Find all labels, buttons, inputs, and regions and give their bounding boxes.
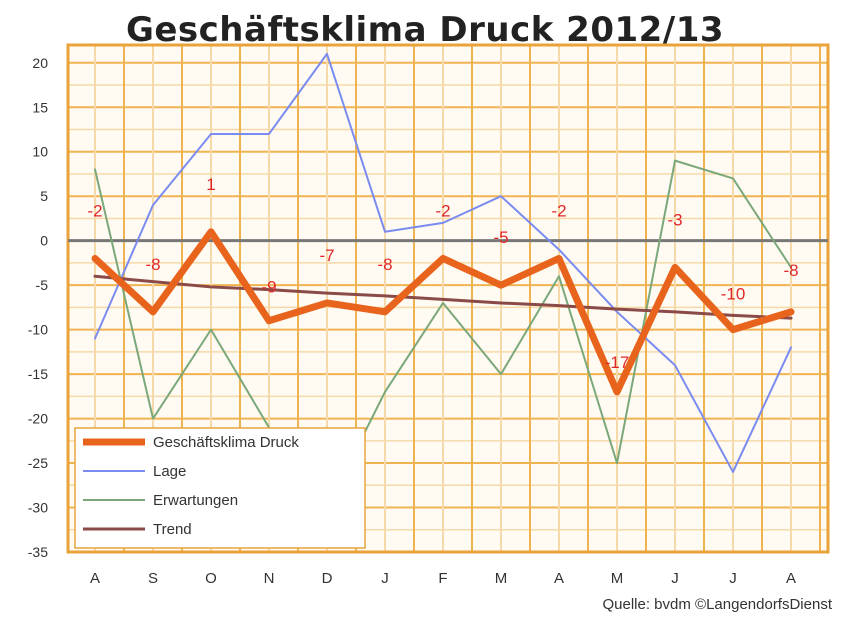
y-tick-label: -5 <box>36 277 49 293</box>
y-tick-label: -15 <box>28 366 48 382</box>
y-tick-label: -20 <box>28 411 48 427</box>
y-tick-label: 15 <box>32 99 48 115</box>
x-tick-label: N <box>264 570 275 587</box>
y-tick-label: -30 <box>28 500 48 516</box>
y-tick-label: 5 <box>40 188 48 204</box>
x-tick-label: A <box>554 570 564 587</box>
legend-label: Geschäftsklima Druck <box>153 434 299 451</box>
x-tick-label: S <box>148 570 158 587</box>
data-label: -8 <box>145 255 160 274</box>
x-tick-label: A <box>90 570 100 587</box>
x-tick-label: D <box>322 570 333 587</box>
legend-label: Lage <box>153 463 186 480</box>
data-label: -8 <box>377 255 392 274</box>
data-label: -10 <box>721 285 746 304</box>
chart-title: Geschäftsklima Druck 2012/13 <box>125 10 725 50</box>
legend-label: Trend <box>153 521 192 538</box>
series-line-gesch-ftsklima-druck <box>91 228 795 396</box>
x-tick-label: J <box>671 570 679 587</box>
x-tick-label: M <box>495 570 508 587</box>
y-tick-label: 10 <box>32 144 48 160</box>
legend-label: Erwartungen <box>153 492 238 509</box>
data-label: -3 <box>667 210 682 229</box>
x-tick-label: J <box>729 570 737 587</box>
data-label: -5 <box>493 228 508 247</box>
plot-frame <box>66 43 830 554</box>
y-tick-label: 20 <box>32 55 48 71</box>
data-label: -9 <box>261 278 276 297</box>
x-tick-label: M <box>611 570 624 587</box>
data-label: -17 <box>605 353 630 372</box>
x-tick-label: O <box>205 570 217 587</box>
series-line-erwartungen <box>94 159 792 509</box>
data-label: 1 <box>206 175 215 194</box>
source-note: Quelle: bvdm ©LangendorfsDienst <box>602 596 832 613</box>
y-tick-label: -25 <box>28 455 48 471</box>
data-label: -7 <box>319 246 334 265</box>
data-label: -2 <box>87 201 102 220</box>
x-tick-label: J <box>381 570 389 587</box>
x-tick-label: F <box>438 570 447 587</box>
y-tick-label: 0 <box>40 233 48 249</box>
x-tick-label: A <box>786 570 796 587</box>
y-tick-label: -10 <box>28 322 48 338</box>
y-tick-label: -35 <box>28 544 48 560</box>
data-label: -2 <box>435 201 450 220</box>
series-line-trend <box>93 274 793 320</box>
data-label: -2 <box>551 201 566 220</box>
series-line-lage <box>94 52 792 473</box>
data-label: -8 <box>783 261 798 280</box>
